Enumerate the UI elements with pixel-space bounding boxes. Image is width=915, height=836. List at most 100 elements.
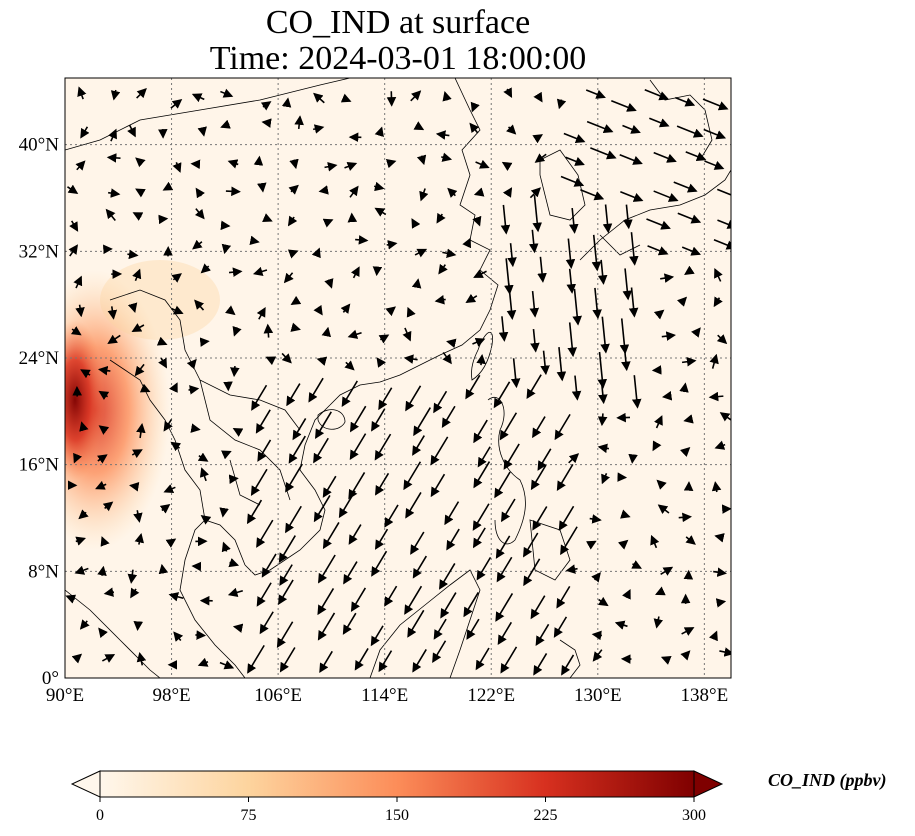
wind-arrow: [412, 649, 427, 673]
wind-arrow: [565, 564, 578, 574]
wind-arrow: [130, 587, 140, 599]
wind-arrow: [374, 528, 389, 550]
wind-arrow: [136, 87, 147, 99]
wind-arrow: [163, 419, 173, 432]
latitude-tick-label: 24°N: [19, 348, 60, 369]
wind-arrow: [286, 383, 301, 407]
wind-arrow: [681, 246, 701, 256]
wind-arrow: [410, 90, 422, 102]
wind-arrow: [221, 243, 232, 255]
wind-arrow: [170, 441, 182, 452]
wind-arrow: [644, 88, 669, 101]
wind-arrow: [676, 296, 688, 307]
colorbar-extend-high: [693, 770, 724, 798]
wind-arrow: [199, 467, 209, 482]
wind-arrow: [132, 268, 142, 282]
wind-arrow: [653, 190, 679, 202]
wind-arrow: [289, 158, 299, 170]
wind-arrow: [191, 93, 205, 103]
wind-arrow: [288, 184, 299, 195]
wind-arrow: [473, 187, 485, 197]
wind-arrow: [220, 220, 231, 231]
colorbar-ticks: 0 75 150 225 300: [96, 797, 706, 824]
wind-arrow: [378, 650, 393, 673]
wind-arrow: [370, 625, 384, 647]
wind-arrow: [256, 582, 272, 607]
wind-arrow: [506, 124, 517, 135]
wind-arrow: [374, 126, 384, 138]
wind-arrow: [127, 124, 136, 138]
wind-arrow: [660, 273, 675, 283]
wind-arrow: [653, 151, 677, 163]
wind-arrow: [79, 421, 89, 432]
wind-arrow: [534, 153, 547, 163]
wind-arrow: [477, 446, 491, 468]
wind-arrow: [106, 153, 121, 163]
wind-arrow: [355, 235, 369, 245]
wind-arrow: [347, 212, 358, 223]
wind-arrow: [316, 356, 328, 366]
wind-arrow: [195, 630, 207, 640]
wind-arrow: [708, 630, 718, 642]
wind-arrow: [371, 408, 386, 432]
wind-arrow: [558, 505, 575, 531]
wind-arrow: [103, 587, 115, 597]
wind-arrow: [290, 322, 301, 332]
wind-arrow: [441, 152, 453, 162]
wind-arrow: [523, 558, 541, 587]
wind-arrow: [650, 534, 660, 549]
wind-arrow: [384, 585, 398, 607]
wind-arrow: [465, 374, 481, 400]
wind-arrow: [317, 588, 335, 616]
wind-arrow: [566, 268, 577, 294]
wind-arrow: [526, 374, 542, 400]
wind-arrow: [75, 160, 86, 171]
wind-arrow: [600, 316, 610, 354]
wind-arrow: [102, 501, 114, 512]
wind-arrow: [80, 369, 91, 379]
wind-arrow: [530, 328, 540, 353]
wind-arrow: [156, 336, 168, 346]
wind-arrow: [402, 327, 412, 342]
wind-arrow: [340, 303, 351, 314]
wind-arrow: [75, 536, 86, 546]
wind-arrow: [288, 435, 306, 464]
colorbar-tick-label: 150: [385, 807, 409, 824]
wind-arrow: [472, 215, 482, 227]
wind-arrow: [597, 259, 608, 285]
wind-arrow: [385, 306, 396, 317]
wind-arrow: [590, 147, 617, 160]
wind-arrow: [279, 647, 296, 673]
wind-arrow: [571, 375, 582, 401]
wind-arrow: [278, 535, 296, 564]
wind-arrow: [165, 538, 177, 548]
wind-arrow: [444, 501, 460, 526]
wind-arrow: [251, 384, 268, 411]
wind-arrow: [287, 215, 298, 227]
wind-arrow: [496, 556, 513, 583]
wind-arrow: [523, 532, 539, 558]
wind-arrow: [679, 382, 689, 393]
latitude-tick-label: 0°: [42, 668, 59, 689]
wind-arrow: [194, 299, 205, 311]
wind-arrow: [131, 323, 145, 332]
wind-arrow: [476, 556, 492, 581]
wind-arrow: [528, 229, 539, 254]
wind-arrow: [711, 481, 722, 493]
wind-arrow: [628, 453, 638, 464]
wind-arrow: [412, 435, 425, 456]
wind-arrow: [220, 88, 234, 98]
wind-arrow: [462, 237, 472, 249]
wind-arrow: [276, 621, 294, 649]
wind-arrow: [127, 569, 138, 584]
wind-arrow: [463, 592, 479, 618]
wind-arrow: [532, 506, 548, 531]
wind-arrow: [597, 596, 609, 607]
wind-arrow: [620, 509, 631, 519]
wind-arrow: [221, 450, 232, 460]
wind-arrow: [503, 443, 520, 470]
wind-arrow: [678, 512, 692, 523]
longitude-tick-labels: 90°E 98°E 106°E 114°E 122°E 130°E 138°E: [46, 685, 728, 706]
wind-arrow: [376, 357, 386, 368]
wind-arrow: [442, 248, 457, 258]
